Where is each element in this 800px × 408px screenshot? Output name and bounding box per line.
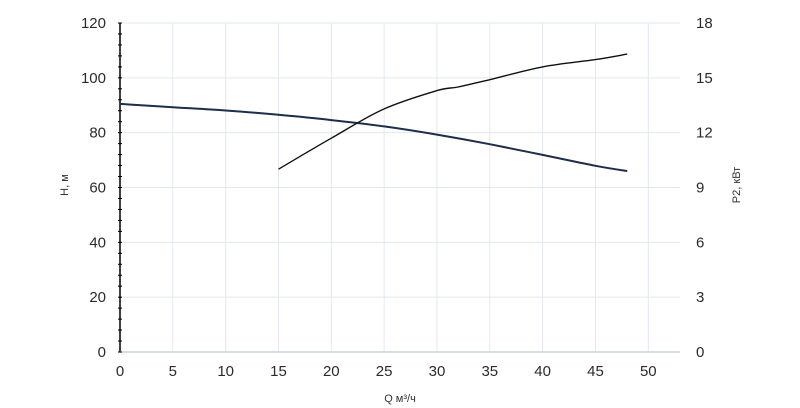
y2-axis-tick-labels: 0 3 6 9 12 15 18 <box>696 15 713 361</box>
y-tick-label: 40 <box>89 234 106 251</box>
x-tick-label: 0 <box>116 363 124 380</box>
x-tick-label: 50 <box>640 363 657 380</box>
x-tick-label: 20 <box>323 363 340 380</box>
head-curve-line <box>119 102 628 172</box>
y2-tick-label: 15 <box>696 70 713 87</box>
x-tick-label: 10 <box>217 363 234 380</box>
x-tick-label: 30 <box>429 363 446 380</box>
x-tick-label: 40 <box>534 363 551 380</box>
axes <box>118 22 680 353</box>
y2-tick-label: 9 <box>696 180 704 197</box>
y2-tick-label: 6 <box>696 234 704 251</box>
y-tick-label: 0 <box>98 344 106 361</box>
x-tick-label: 35 <box>481 363 498 380</box>
y2-tick-label: 12 <box>696 125 713 142</box>
grid-lines <box>119 22 680 353</box>
y2-tick-label: 0 <box>696 344 704 361</box>
y-tick-label: 120 <box>81 15 106 32</box>
y2-axis-title: P2, кВт <box>731 167 743 203</box>
x-tick-label: 15 <box>270 363 287 380</box>
power-curve-line <box>278 53 628 170</box>
series-lines <box>119 53 628 172</box>
y-tick-label: 100 <box>81 70 106 87</box>
x-axis-title: Q м³/ч <box>384 393 416 405</box>
y-tick-label: 60 <box>89 180 106 197</box>
x-tick-label: 5 <box>169 363 177 380</box>
y-tick-label: 80 <box>89 125 106 142</box>
y2-tick-label: 3 <box>696 289 704 306</box>
x-axis-tick-labels: 0 5 10 15 20 25 30 35 40 45 50 <box>116 363 657 380</box>
x-tick-label: 45 <box>587 363 604 380</box>
y2-tick-label: 18 <box>696 15 713 32</box>
y-axis-title: H, м <box>59 174 71 196</box>
y-axis-tick-labels: 0 20 40 60 80 100 120 <box>81 15 106 361</box>
x-tick-label: 25 <box>376 363 393 380</box>
y-tick-label: 20 <box>89 289 106 306</box>
